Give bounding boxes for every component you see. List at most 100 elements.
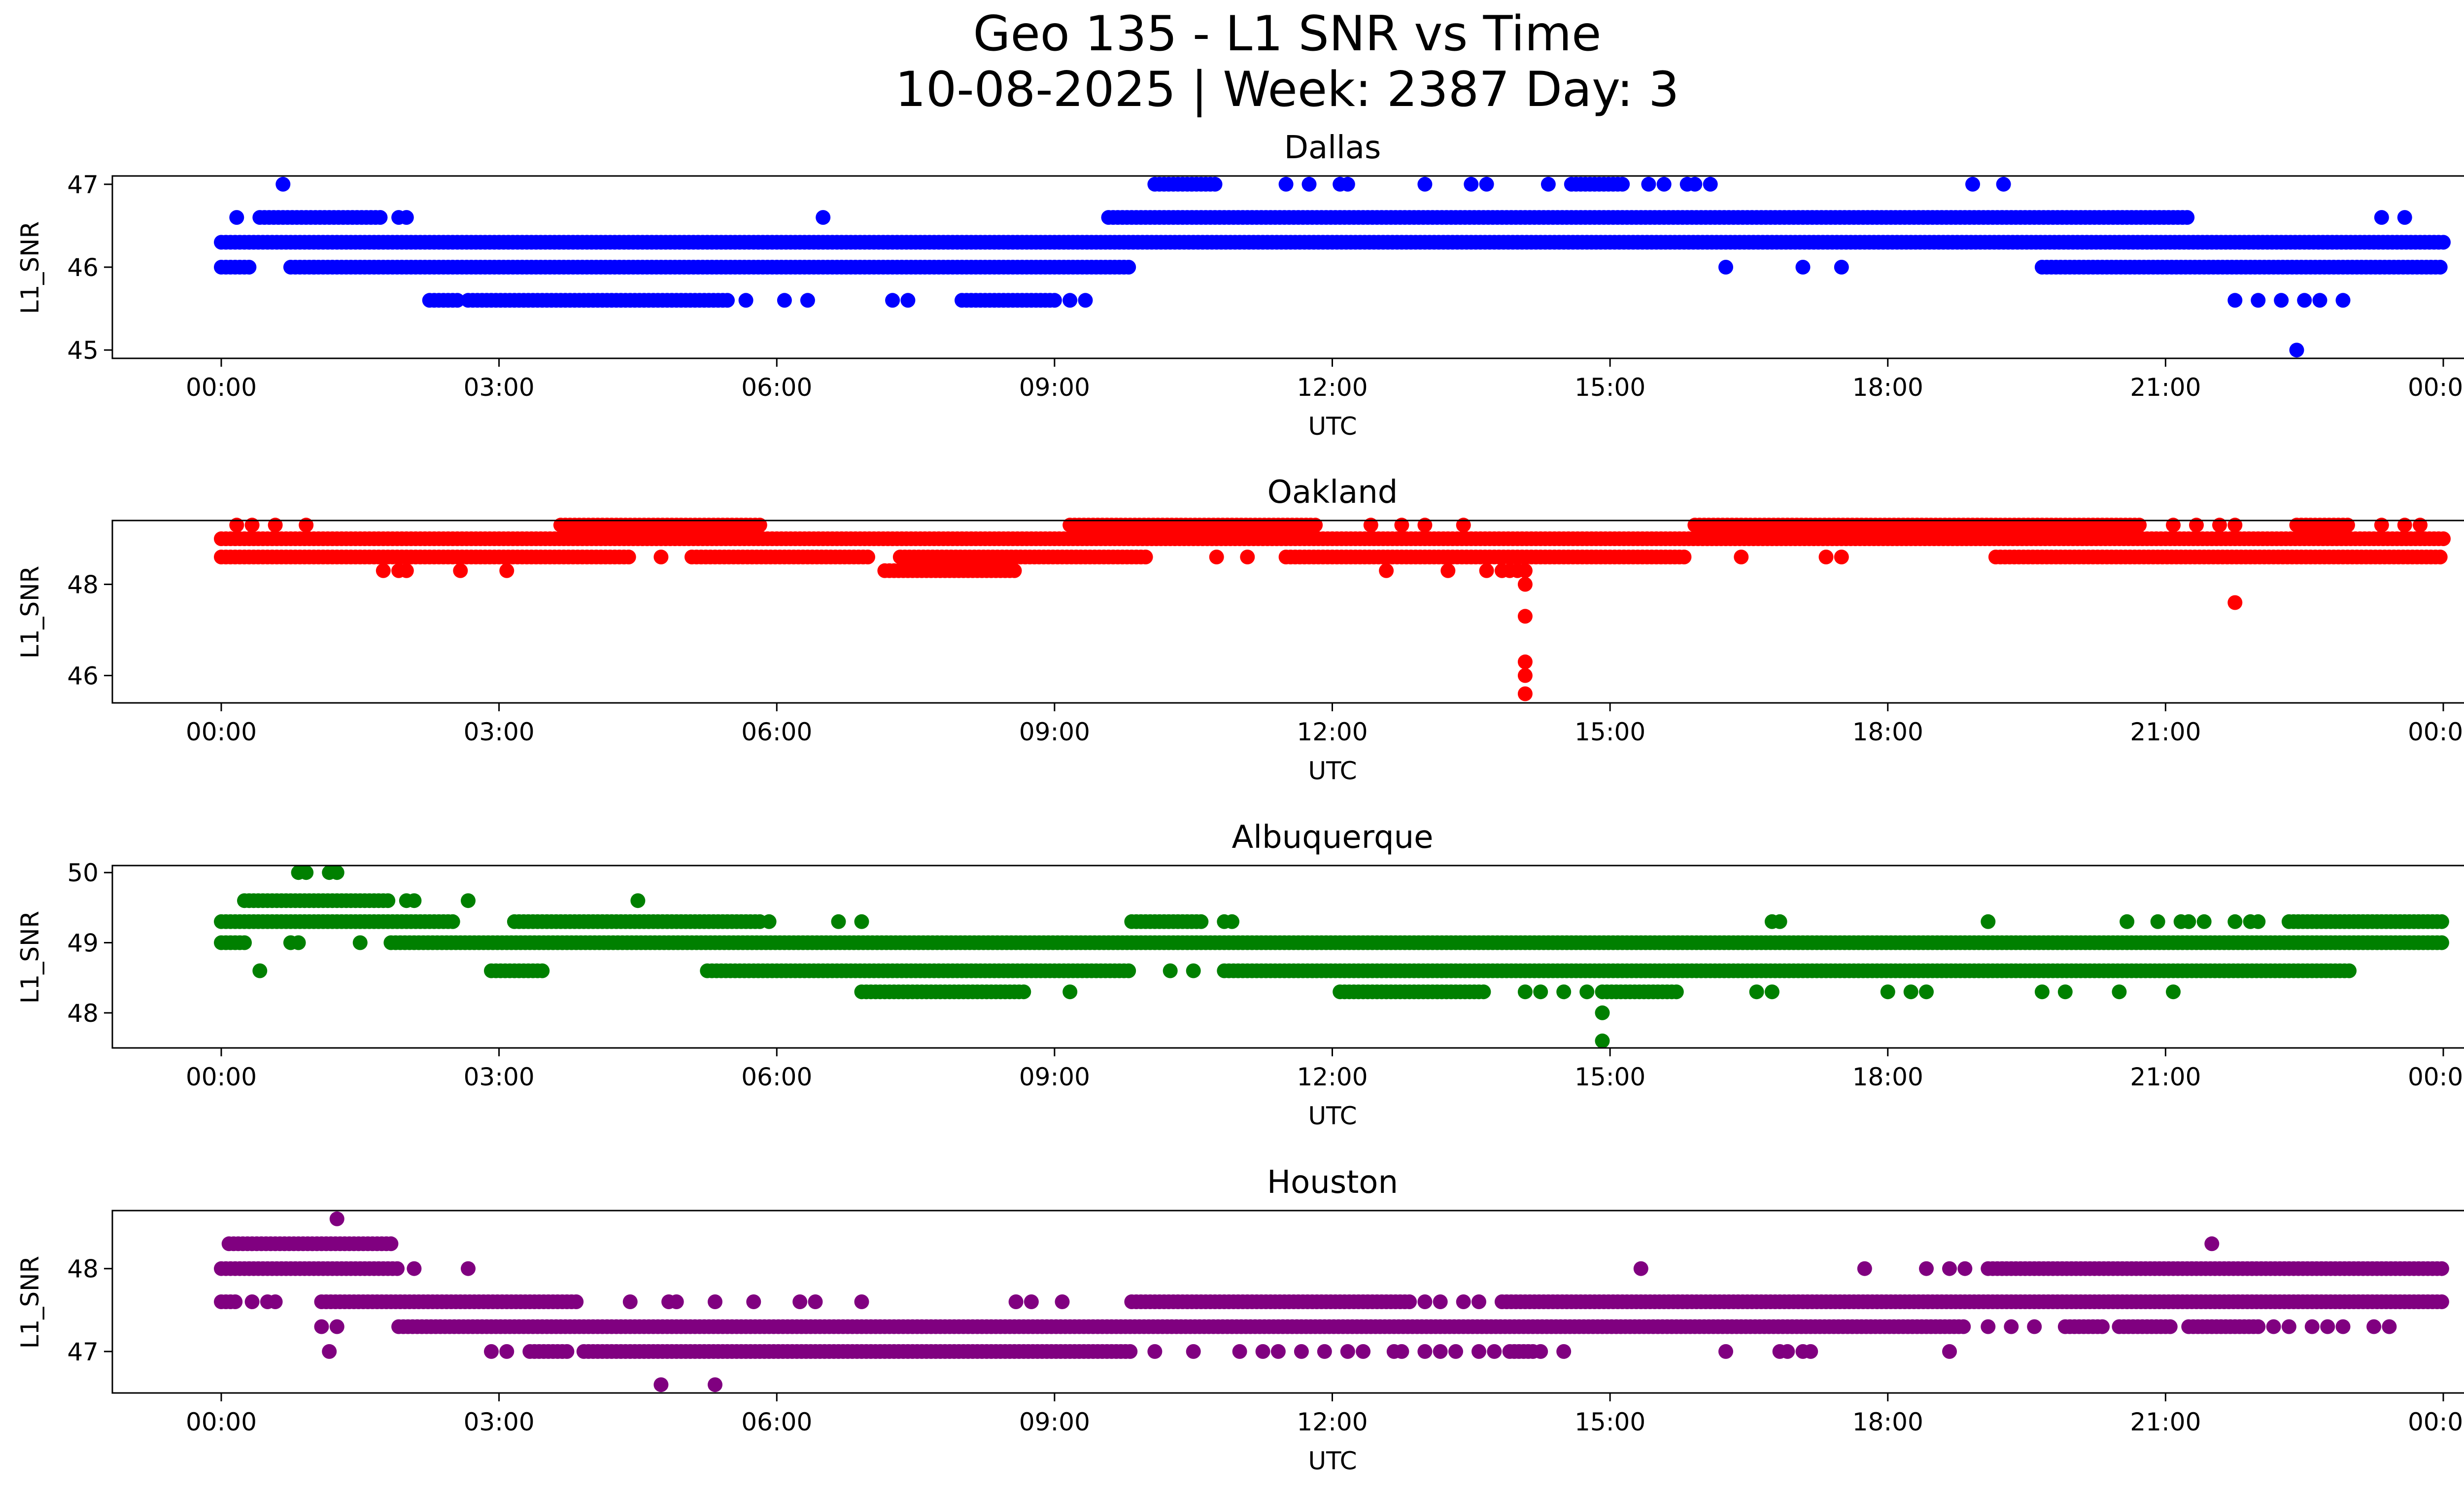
- subplot-title: Albuquerque: [1232, 819, 1433, 856]
- data-point: [2397, 518, 2412, 533]
- data-point: [1294, 1344, 1309, 1359]
- data-point: [1225, 914, 1239, 929]
- data-point: [2340, 518, 2355, 533]
- data-point: [708, 1377, 722, 1392]
- data-point: [2436, 235, 2451, 250]
- data-point: [1479, 176, 1494, 192]
- data-point: [2397, 210, 2412, 225]
- data-point: [1186, 1344, 1201, 1359]
- y-tick-label: 48: [67, 1255, 99, 1284]
- data-point: [621, 550, 636, 564]
- data-point: [1209, 550, 1224, 564]
- data-point: [1472, 1294, 1486, 1309]
- data-point: [1433, 1344, 1448, 1359]
- data-point: [1919, 984, 1934, 1000]
- data-point: [2004, 1319, 2019, 1334]
- data-point: [241, 260, 257, 275]
- data-point: [1356, 1344, 1371, 1359]
- data-point: [1186, 963, 1201, 978]
- x-tick-label: 03:00: [464, 718, 535, 746]
- data-point: [1615, 176, 1630, 192]
- x-tick-label: 12:00: [1297, 718, 1368, 746]
- x-tick-label: 03:00: [464, 1063, 535, 1091]
- data-point: [1476, 984, 1491, 1000]
- data-point: [1957, 1261, 1973, 1276]
- data-point: [1517, 563, 1533, 578]
- data-point: [1579, 984, 1595, 1000]
- data-point: [461, 893, 476, 908]
- data-point: [535, 963, 550, 978]
- subplot-title: Oakland: [1267, 474, 1398, 511]
- x-tick-label: 06:00: [741, 1063, 812, 1091]
- data-point: [329, 865, 344, 880]
- data-point: [1677, 550, 1692, 564]
- data-point: [1556, 1344, 1572, 1359]
- data-point: [1232, 1344, 1247, 1359]
- data-point: [1633, 1261, 1648, 1276]
- data-point: [1047, 293, 1062, 308]
- x-tick-label: 21:00: [2130, 373, 2201, 402]
- data-point: [244, 1294, 260, 1309]
- data-point: [1880, 984, 1895, 1000]
- x-tick-label: 12:00: [1297, 1063, 1368, 1091]
- data-point: [2095, 1319, 2110, 1334]
- data-point: [1340, 1344, 1355, 1359]
- data-point: [1687, 176, 1703, 192]
- data-point: [708, 1294, 722, 1309]
- x-tick-label: 09:00: [1019, 373, 1090, 402]
- data-point: [229, 518, 244, 533]
- x-axis-label: UTC: [1308, 1102, 1357, 1130]
- data-point: [2120, 914, 2135, 929]
- data-point: [2434, 935, 2449, 950]
- data-point: [1517, 686, 1533, 701]
- data-point: [1440, 563, 1456, 578]
- data-point: [1803, 1344, 1818, 1359]
- data-point: [1255, 1344, 1270, 1359]
- data-point: [1903, 984, 1918, 1000]
- data-point: [2212, 518, 2227, 533]
- x-tick-label: 03:00: [464, 373, 535, 402]
- data-point: [885, 293, 900, 308]
- data-point: [329, 1319, 344, 1334]
- data-point: [2251, 1319, 2266, 1334]
- data-point: [1379, 563, 1394, 578]
- data-point: [800, 293, 815, 308]
- x-tick-label: 18:00: [1852, 373, 1923, 402]
- data-point: [2366, 1319, 2382, 1334]
- data-point: [2227, 293, 2243, 308]
- data-point: [1317, 1344, 1332, 1359]
- data-point: [1240, 550, 1255, 564]
- data-point: [808, 1294, 823, 1309]
- data-point: [229, 210, 244, 225]
- data-point: [2189, 518, 2204, 533]
- data-point: [1472, 1344, 1486, 1359]
- data-point: [1464, 176, 1479, 192]
- data-point: [854, 1294, 869, 1309]
- data-point: [1417, 1344, 1433, 1359]
- data-point: [1456, 518, 1471, 533]
- data-point: [854, 914, 869, 929]
- data-point: [559, 1344, 575, 1359]
- data-point: [1595, 1005, 1610, 1020]
- data-point: [390, 1261, 405, 1276]
- data-point: [252, 963, 268, 978]
- data-point: [1078, 293, 1093, 308]
- data-point: [407, 1261, 422, 1276]
- x-tick-label: 21:00: [2130, 718, 2201, 746]
- x-tick-label: 15:00: [1574, 373, 1645, 402]
- data-point: [2251, 293, 2266, 308]
- data-point: [1301, 176, 1317, 192]
- y-axis-label: L1_SNR: [16, 911, 44, 1004]
- data-point: [1433, 1294, 1448, 1309]
- data-point: [777, 293, 792, 308]
- x-tick-label: 15:00: [1574, 1063, 1645, 1091]
- x-tick-label: 00:00: [186, 718, 257, 746]
- data-point: [1749, 984, 1764, 1000]
- data-points: [214, 176, 2451, 358]
- data-point: [1996, 176, 2011, 192]
- y-tick-label: 47: [67, 171, 99, 199]
- data-point: [1270, 1344, 1286, 1359]
- data-point: [761, 914, 777, 929]
- data-point: [1834, 550, 1849, 564]
